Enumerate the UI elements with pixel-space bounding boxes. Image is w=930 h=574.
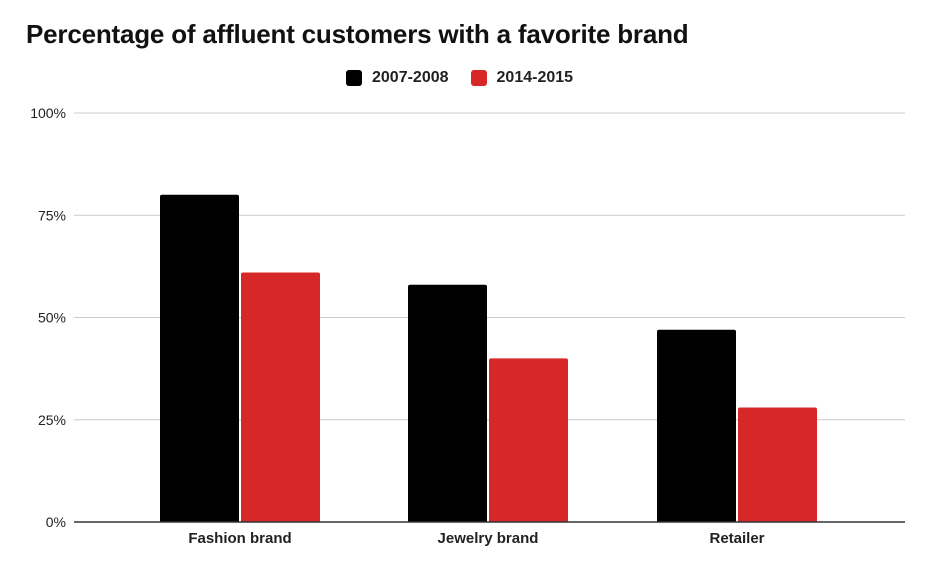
y-tick-label: 75% bbox=[38, 207, 66, 223]
legend-item-series-1: 2007-2008 bbox=[346, 69, 449, 87]
x-tick-label: Retailer bbox=[709, 530, 764, 547]
bar bbox=[489, 358, 568, 522]
bar bbox=[241, 272, 320, 522]
bar bbox=[657, 329, 736, 522]
legend-item-series-2: 2014-2015 bbox=[470, 69, 574, 87]
y-tick-label: 0% bbox=[46, 514, 66, 530]
x-tick-label: Fashion brand bbox=[188, 530, 291, 547]
legend-label-series-2: 2014-2015 bbox=[496, 69, 574, 86]
bar bbox=[160, 194, 239, 523]
legend-label-series-1: 2007-2008 bbox=[372, 69, 449, 86]
bar bbox=[738, 407, 817, 522]
legend: 2007-2008 2014-2015 bbox=[346, 66, 573, 90]
y-tick-label: 25% bbox=[38, 412, 66, 428]
legend-swatch-series-2 bbox=[470, 70, 487, 86]
x-tick-label: Jewelry brand bbox=[438, 530, 539, 547]
y-tick-label: 100% bbox=[30, 105, 66, 121]
y-tick-label: 50% bbox=[38, 310, 66, 326]
legend-swatch-series-1 bbox=[346, 70, 362, 86]
bar bbox=[408, 284, 487, 522]
chart-title: Percentage of affluent customers with a … bbox=[26, 19, 689, 49]
